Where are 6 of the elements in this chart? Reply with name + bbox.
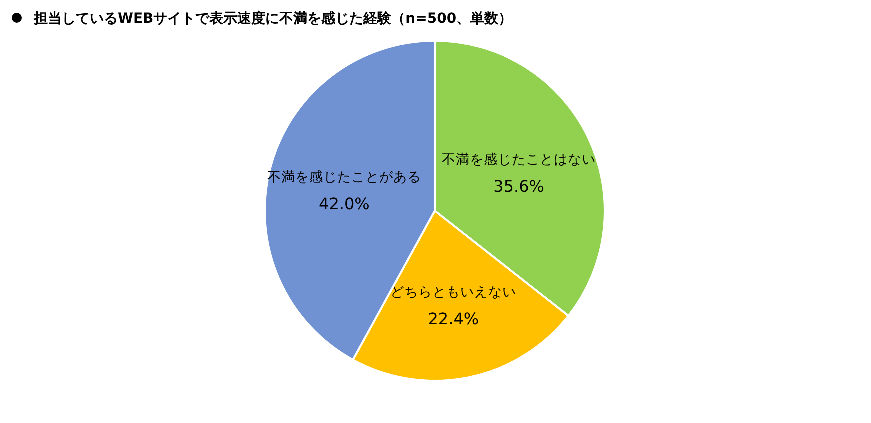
data-label: 22.4% (428, 310, 480, 329)
slice-label: 不満を感じたことはない (442, 152, 596, 168)
slice-label: どちらともいえない (390, 284, 517, 301)
data-label: 42.0% (319, 194, 370, 214)
data-label: 35.6% (494, 177, 545, 196)
chart-title: 担当しているWEBサイトで表示速度に不満を感じた経験（n=500、単数） (33, 10, 513, 27)
